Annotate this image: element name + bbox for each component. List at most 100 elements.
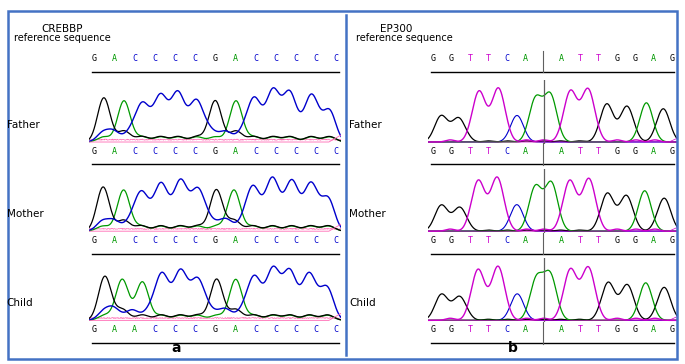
Text: A: A [559,325,564,335]
Text: C: C [172,325,177,335]
Text: C: C [253,54,258,63]
Text: C: C [504,325,509,335]
Text: reference sequence: reference sequence [14,33,110,43]
Text: T: T [486,54,490,63]
Text: G: G [632,54,638,63]
Text: C: C [253,147,258,156]
Text: C: C [172,147,177,156]
Text: G: G [614,325,619,335]
Text: C: C [293,147,298,156]
Text: A: A [233,325,238,335]
Text: C: C [192,54,197,63]
Text: G: G [614,54,619,63]
Text: G: G [669,147,674,156]
Text: C: C [192,236,197,245]
Text: a: a [171,341,180,355]
Text: A: A [112,236,116,245]
Text: A: A [233,147,238,156]
Text: A: A [523,236,527,245]
Text: C: C [293,236,298,245]
Text: T: T [596,147,601,156]
Text: C: C [192,325,197,335]
Text: C: C [273,236,278,245]
Text: CREBBP: CREBBP [41,24,83,33]
Text: G: G [614,147,619,156]
Text: C: C [293,54,298,63]
Text: Father: Father [349,120,382,130]
Text: G: G [431,147,436,156]
Text: G: G [669,325,674,335]
Text: T: T [467,54,473,63]
Text: T: T [467,236,473,245]
Text: A: A [112,147,116,156]
Text: G: G [614,236,619,245]
Text: A: A [523,147,527,156]
Text: A: A [559,236,564,245]
Text: A: A [651,54,656,63]
Text: C: C [132,54,137,63]
Text: G: G [92,147,97,156]
Text: Mother: Mother [349,209,386,219]
Text: Child: Child [7,298,34,308]
Text: G: G [92,236,97,245]
Text: reference sequence: reference sequence [356,33,453,43]
Text: G: G [632,325,638,335]
Text: C: C [152,147,157,156]
Text: G: G [212,236,218,245]
Text: T: T [467,147,473,156]
Text: A: A [233,236,238,245]
Text: C: C [172,236,177,245]
Text: A: A [559,147,564,156]
Text: T: T [577,54,582,63]
Text: T: T [577,147,582,156]
Text: G: G [449,236,454,245]
Text: G: G [212,147,218,156]
Text: A: A [112,325,116,335]
Text: G: G [669,236,674,245]
Text: G: G [449,54,454,63]
Text: G: G [212,325,218,335]
Text: C: C [504,147,509,156]
Text: A: A [651,147,656,156]
Text: C: C [334,54,338,63]
Text: Child: Child [349,298,376,308]
Text: T: T [486,236,490,245]
Text: G: G [212,54,218,63]
Text: C: C [504,236,509,245]
Text: C: C [273,54,278,63]
Text: A: A [651,236,656,245]
Text: G: G [92,325,97,335]
Text: T: T [486,147,490,156]
Text: C: C [314,147,319,156]
Text: C: C [293,325,298,335]
Text: A: A [523,325,527,335]
Text: C: C [314,236,319,245]
Text: Father: Father [7,120,40,130]
Text: C: C [314,325,319,335]
Text: T: T [486,325,490,335]
Text: C: C [192,147,197,156]
Text: G: G [669,54,674,63]
Text: C: C [273,147,278,156]
Text: G: G [449,147,454,156]
Text: G: G [632,147,638,156]
Text: T: T [596,325,601,335]
Text: A: A [132,325,137,335]
Text: C: C [253,236,258,245]
Text: C: C [132,147,137,156]
Text: C: C [152,236,157,245]
Text: C: C [334,325,338,335]
Text: T: T [596,54,601,63]
Text: G: G [632,236,638,245]
Text: G: G [92,54,97,63]
Text: C: C [152,325,157,335]
Text: Mother: Mother [7,209,44,219]
Text: C: C [273,325,278,335]
Text: G: G [431,54,436,63]
Text: T: T [577,236,582,245]
Text: G: G [449,325,454,335]
Text: T: T [596,236,601,245]
Text: C: C [172,54,177,63]
Text: G: G [431,236,436,245]
Text: T: T [577,325,582,335]
